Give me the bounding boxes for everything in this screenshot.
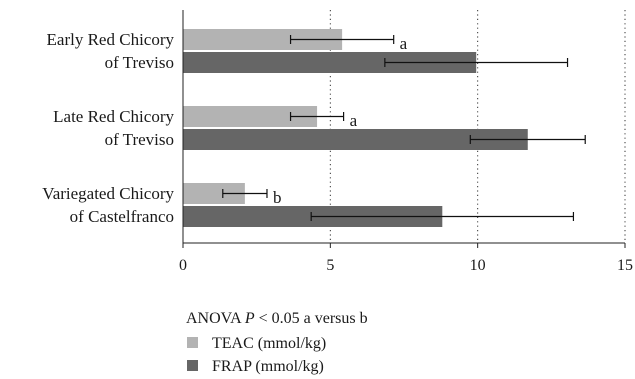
x-tick-label: 0 bbox=[179, 257, 187, 274]
category-label: of Castelfranco bbox=[70, 207, 174, 226]
legend-swatch bbox=[187, 360, 198, 371]
category-label: Early Red Chicory bbox=[47, 30, 175, 49]
anova-p: P bbox=[244, 310, 255, 327]
legend-swatch bbox=[187, 337, 198, 348]
bar-teac bbox=[183, 106, 318, 127]
significance-letter: b bbox=[273, 188, 282, 207]
anova-note: ANOVA P < 0.05 a versus b bbox=[186, 310, 368, 327]
significance-letter: a bbox=[400, 34, 408, 53]
significance-letter: a bbox=[350, 111, 358, 130]
anova-prefix: ANOVA bbox=[186, 310, 245, 327]
x-tick-label: 15 bbox=[617, 257, 633, 274]
category-labels: Early Red Chicory of Treviso Late Red Chic… bbox=[42, 30, 174, 226]
anova-suffix: < 0.05 a versus b bbox=[255, 310, 368, 327]
bars: a a b bbox=[183, 29, 586, 227]
bar-teac bbox=[183, 29, 343, 50]
category-label: Variegated Chicory bbox=[42, 184, 174, 203]
category-label: of Treviso bbox=[105, 130, 174, 149]
x-tick-label: 10 bbox=[470, 257, 486, 274]
legend-label: FRAP (mmol/kg) bbox=[212, 358, 324, 375]
bar-teac bbox=[183, 183, 245, 204]
bar-frap bbox=[183, 129, 528, 150]
grid-lines bbox=[329, 10, 626, 243]
legend-label: TEAC (mmol/kg) bbox=[212, 335, 326, 352]
x-tick-label: 5 bbox=[326, 257, 334, 274]
axes: 0 5 10 15 bbox=[179, 10, 633, 274]
annotation-and-legend: ANOVA P < 0.05 a versus b TEAC (mmol/kg) F… bbox=[186, 310, 368, 375]
category-label: of Treviso bbox=[105, 53, 174, 72]
bar-frap bbox=[183, 52, 477, 73]
category-label: Late Red Chicory bbox=[53, 107, 174, 126]
